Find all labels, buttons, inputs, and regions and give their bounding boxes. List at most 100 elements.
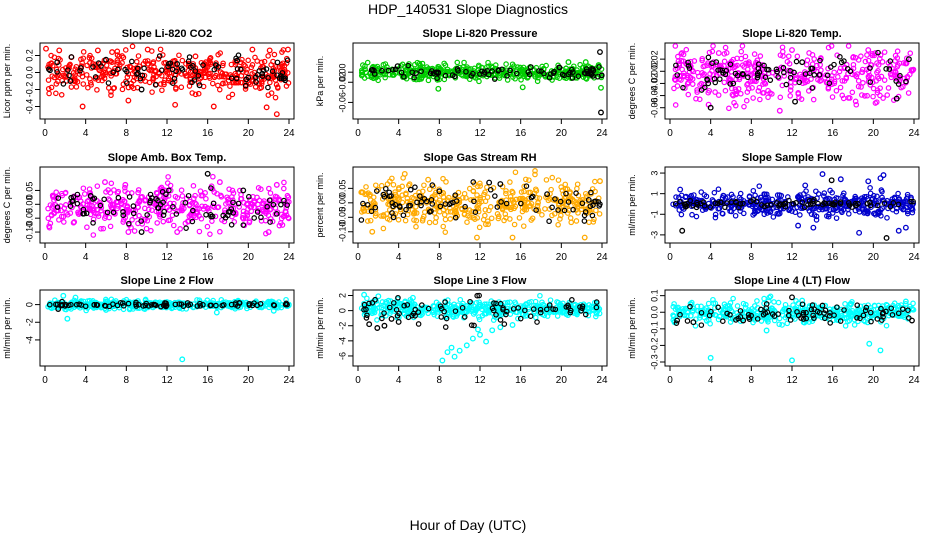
data-point — [101, 215, 108, 221]
plot-frame — [352, 42, 608, 120]
data-point — [740, 210, 747, 217]
data-point — [865, 57, 872, 64]
data-point — [544, 313, 551, 319]
data-point — [470, 311, 477, 317]
overlay-point — [386, 189, 393, 196]
overlay-outlier-point — [388, 315, 395, 322]
data-point — [724, 194, 731, 200]
data-point — [762, 191, 768, 198]
x-tick-label: 0 — [42, 375, 48, 386]
data-point — [474, 183, 481, 190]
overlay-point — [830, 201, 837, 207]
data-point — [481, 191, 487, 198]
overlay-point — [575, 73, 582, 80]
panel-title: Slope Gas Stream RH — [423, 152, 536, 164]
overlay-point — [881, 200, 888, 206]
y-tick-label: 3 — [649, 171, 659, 176]
data-point — [731, 99, 737, 106]
overlay-point — [805, 201, 811, 208]
y-tick-label: -0.3 — [649, 354, 659, 370]
data-point — [729, 91, 736, 98]
data-point — [825, 85, 832, 92]
overlay-point — [242, 82, 249, 89]
overlay-point — [381, 310, 387, 316]
data-point — [513, 196, 519, 203]
data-point — [133, 58, 140, 65]
data-point — [80, 81, 87, 87]
data-point — [267, 190, 274, 196]
data-point — [84, 224, 90, 231]
data-point — [693, 95, 699, 102]
overlay-point — [493, 300, 499, 307]
overlay-point — [684, 200, 690, 207]
y-axis-label: ml/min per min. — [2, 297, 12, 359]
data-point — [195, 90, 202, 97]
data-point — [482, 207, 489, 213]
overlay-point — [582, 311, 589, 318]
data-points — [358, 49, 605, 116]
data-point — [94, 183, 101, 189]
overlay-point — [185, 192, 192, 199]
data-point — [128, 190, 135, 196]
outlier-point — [789, 47, 795, 53]
data-point — [442, 216, 449, 223]
overlay-point — [782, 200, 788, 207]
data-point — [736, 194, 743, 201]
overlay-point — [793, 58, 800, 65]
overlay-point — [581, 218, 588, 224]
overlay-point — [837, 54, 843, 60]
overlay-point — [73, 301, 80, 308]
data-point — [777, 94, 784, 101]
data-point — [862, 58, 869, 65]
data-point — [424, 66, 430, 73]
data-point — [230, 190, 237, 196]
data-point — [867, 190, 874, 197]
data-point — [62, 190, 69, 196]
data-point — [743, 301, 749, 308]
data-point — [244, 66, 250, 73]
data-point — [88, 82, 94, 88]
data-point — [202, 203, 209, 210]
data-point — [124, 204, 131, 210]
data-point — [370, 194, 377, 201]
overlay-point — [862, 307, 869, 314]
data-point — [764, 317, 771, 323]
overlay-point — [238, 66, 244, 73]
data-point — [417, 64, 424, 71]
data-point — [284, 70, 291, 76]
overlay-point — [857, 315, 863, 322]
overlay-point — [546, 218, 552, 225]
data-point — [859, 66, 866, 73]
data-point — [111, 85, 118, 91]
data-point — [829, 94, 836, 100]
data-point — [517, 64, 524, 71]
overlay-point — [674, 72, 681, 78]
data-point — [496, 75, 503, 81]
data-point — [375, 77, 381, 84]
data-point — [518, 76, 524, 83]
data-point — [892, 52, 899, 59]
overlay-point — [803, 309, 809, 316]
overlay-point — [727, 311, 733, 318]
outlier-point — [369, 228, 376, 235]
data-point — [447, 208, 454, 215]
data-points — [43, 43, 292, 118]
overlay-point — [110, 301, 116, 307]
panel-title: Slope Amb. Box Temp. — [108, 152, 227, 164]
overlay-point — [685, 63, 692, 69]
overlay-point — [536, 68, 542, 74]
data-point — [472, 216, 478, 222]
data-point — [874, 306, 881, 312]
data-point — [136, 212, 142, 219]
outlier-point — [509, 322, 516, 328]
panel-title: Slope Li-820 Pressure — [423, 28, 538, 40]
overlay-point — [257, 300, 264, 307]
outlier-point — [865, 47, 872, 53]
data-point — [680, 51, 687, 58]
data-point — [849, 307, 856, 314]
data-point — [761, 300, 767, 307]
data-point — [441, 60, 447, 67]
data-point — [883, 322, 890, 329]
overlay-point — [380, 191, 387, 198]
data-point — [136, 197, 143, 204]
